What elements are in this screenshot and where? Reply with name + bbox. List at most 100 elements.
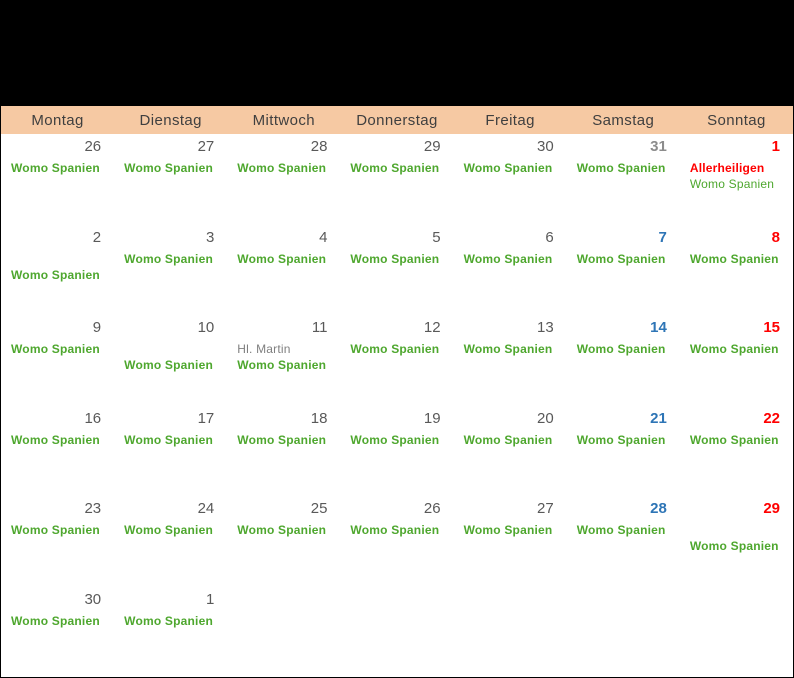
event-label: Womo Spanien — [237, 358, 327, 372]
event-label: Womo Spanien — [689, 177, 775, 191]
event-label: Womo Spanien — [463, 523, 553, 537]
date-number: 16 — [84, 409, 102, 427]
date-number: 8 — [771, 228, 780, 246]
date-number: 18 — [310, 409, 328, 427]
calendar-grid: 26 Womo Spanien 27 Womo Spanien 28 Womo Spani… — [1, 134, 793, 677]
event-label: Womo Spanien — [124, 613, 213, 628]
day-cell: 17 Womo Spanien — [114, 406, 227, 497]
date-number: 11 — [311, 319, 328, 336]
day-cell: 30 Womo Spanien — [454, 134, 567, 225]
day-cell: 11 Hl. Martin Womo Spanien — [227, 315, 340, 406]
date-number: 28 — [310, 138, 328, 155]
day-cell: 24 Womo Spanien — [114, 496, 227, 587]
day-cell: 21 Womo Spanien — [567, 406, 680, 497]
day-cell: 29 Womo Spanien — [680, 496, 793, 587]
day-cell: 6 Womo Spanien — [454, 225, 567, 316]
event-label: Womo Spanien — [124, 358, 213, 372]
event-label: Womo Spanien — [237, 523, 327, 537]
date-number: 4 — [319, 228, 328, 246]
date-number: 28 — [650, 500, 667, 517]
date-number: 29 — [763, 500, 780, 517]
day-header-cell-mittwoch: Mittwoch — [252, 111, 316, 129]
date-number: 7 — [658, 228, 667, 246]
day-cell: 4 Womo Spanien — [227, 225, 340, 316]
day-header-cell-montag: Montag — [31, 111, 84, 129]
date-number: 30 — [537, 138, 554, 155]
event-label: Allerheiligen — [689, 161, 765, 175]
event-label: Womo Spanien — [11, 432, 100, 447]
date-number: 27 — [537, 500, 554, 517]
event-label: Womo Spanien — [350, 523, 440, 537]
event-label: Womo Spanien — [237, 251, 327, 266]
day-header-cell-freitag: Freitag — [485, 111, 535, 129]
day-cell: 23 Womo Spanien — [1, 496, 114, 587]
date-number: 21 — [650, 409, 667, 427]
date-number: 19 — [423, 409, 441, 427]
day-cell: 27 Womo Spanien — [454, 496, 567, 587]
day-cell: 19 Womo Spanien — [340, 406, 453, 497]
date-number: 5 — [432, 228, 441, 246]
date-number: 14 — [650, 319, 667, 336]
day-cell: 18 Womo Spanien — [227, 406, 340, 497]
date-number: 13 — [537, 319, 554, 336]
event-label: Womo Spanien — [237, 161, 327, 175]
day-cell: 14 Womo Spanien — [567, 315, 680, 406]
event-label: Hl. Martin — [237, 342, 291, 356]
day-cell — [227, 587, 340, 678]
event-label: Womo Spanien — [124, 251, 213, 266]
event-label: Womo Spanien — [576, 432, 666, 447]
day-cell: 9 Womo Spanien — [1, 315, 114, 406]
day-cell: 3 Womo Spanien — [114, 225, 227, 316]
day-cell: 8 Womo Spanien — [680, 225, 793, 316]
event-label: Womo Spanien — [463, 251, 553, 266]
event-label: Womo Spanien — [350, 432, 440, 447]
date-number: 27 — [197, 138, 215, 155]
event-label: Womo Spanien — [350, 251, 440, 266]
day-cell — [454, 587, 567, 678]
event-label: Womo Spanien — [11, 342, 100, 356]
date-number: 9 — [92, 319, 102, 336]
date-number: 29 — [423, 138, 441, 155]
day-cell: 31 Womo Spanien — [567, 134, 680, 225]
event-label: Womo Spanien — [576, 342, 666, 356]
day-header-cell-sonntag: Sonntag — [707, 111, 766, 129]
day-cell: 15 Womo Spanien — [680, 315, 793, 406]
date-number: 26 — [84, 138, 102, 155]
day-cell: 26 Womo Spanien — [340, 496, 453, 587]
date-number: 2 — [92, 228, 102, 246]
date-number: 31 — [650, 138, 667, 155]
event-label: Womo Spanien — [350, 342, 440, 356]
date-number: 10 — [197, 319, 215, 336]
day-cell — [567, 587, 680, 678]
event-label: Womo Spanien — [463, 432, 553, 447]
date-number: 1 — [771, 138, 780, 155]
date-number: 17 — [197, 409, 215, 427]
event-label: Womo Spanien — [689, 539, 779, 553]
day-cell: 5 Womo Spanien — [340, 225, 453, 316]
date-number: 23 — [84, 500, 102, 517]
event-label: Womo Spanien — [689, 342, 779, 356]
day-cell: 25 Womo Spanien — [227, 496, 340, 587]
date-number: 20 — [537, 409, 554, 427]
event-label: Womo Spanien — [124, 161, 213, 175]
event-label: Womo Spanien — [689, 432, 779, 447]
day-cell: 27 Womo Spanien — [114, 134, 227, 225]
day-cell: 1 Allerheiligen Womo Spanien — [680, 134, 793, 225]
day-cell: 29 Womo Spanien — [340, 134, 453, 225]
event-label: Womo Spanien — [11, 267, 100, 282]
event-label: Womo Spanien — [689, 251, 779, 266]
day-cell: 28 Womo Spanien — [227, 134, 340, 225]
event-label: Womo Spanien — [11, 523, 100, 537]
title-banner — [1, 1, 793, 106]
event-label: Womo Spanien — [576, 523, 666, 537]
date-number: 25 — [310, 500, 328, 517]
event-label: Womo Spanien — [11, 161, 100, 175]
day-cell — [680, 587, 793, 678]
day-header-cell-donnerstag: Donnerstag — [356, 111, 438, 129]
day-cell: 1 Womo Spanien — [114, 587, 227, 678]
event-label: Womo Spanien — [350, 161, 440, 175]
day-cell: 22 Womo Spanien — [680, 406, 793, 497]
day-cell: 26 Womo Spanien — [1, 134, 114, 225]
event-label: Womo Spanien — [124, 523, 213, 537]
